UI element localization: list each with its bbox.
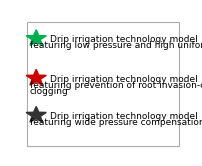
Text: Drip irrigation technology model: Drip irrigation technology model xyxy=(50,35,198,44)
Text: featuring wide pressure compensation: featuring wide pressure compensation xyxy=(30,118,202,127)
Text: Drip irrigation technology model: Drip irrigation technology model xyxy=(50,112,198,121)
Polygon shape xyxy=(26,30,46,45)
Polygon shape xyxy=(26,106,46,122)
Text: featuring low pressure and high uniformity: featuring low pressure and high uniformi… xyxy=(30,41,202,50)
Polygon shape xyxy=(26,69,46,85)
Text: Drip irrigation technology model: Drip irrigation technology model xyxy=(50,75,198,84)
Text: clogging: clogging xyxy=(30,86,69,96)
Text: featuring prevention of root invasion-caused: featuring prevention of root invasion-ca… xyxy=(30,81,202,90)
